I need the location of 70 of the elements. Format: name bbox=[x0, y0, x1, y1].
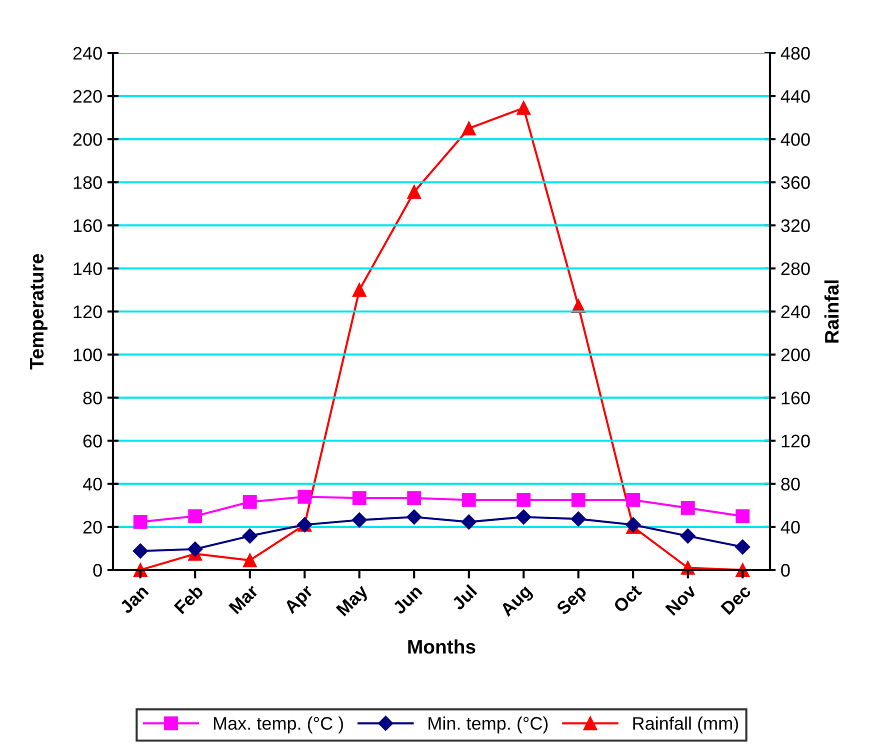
y2-tick-label: 120 bbox=[782, 434, 810, 448]
point bbox=[516, 100, 531, 115]
point bbox=[242, 528, 258, 544]
y2-tick-label: 240 bbox=[781, 305, 810, 318]
y2-tick-label: 80 bbox=[781, 478, 800, 491]
point bbox=[462, 121, 476, 136]
y2-tick-label: 0 bbox=[781, 564, 790, 577]
point bbox=[680, 501, 695, 515]
legend-label: Max. temp. (°C ) bbox=[214, 716, 343, 734]
point bbox=[242, 494, 257, 509]
point bbox=[462, 493, 476, 507]
y2-tick-label: 200 bbox=[781, 348, 810, 362]
point bbox=[406, 509, 422, 525]
point bbox=[461, 514, 476, 530]
point bbox=[680, 528, 696, 544]
x-tick-label: Sep bbox=[556, 584, 590, 618]
x-tick-label: Dec bbox=[720, 584, 752, 616]
y-tick-label: 100 bbox=[74, 348, 102, 362]
x-tick-label: Nov bbox=[665, 584, 698, 616]
legend-label: Rainfall (mm) bbox=[633, 716, 738, 734]
point bbox=[133, 515, 148, 529]
x-tick-label: Aug bbox=[500, 584, 535, 620]
x-tick-label: Apr bbox=[283, 584, 316, 617]
point bbox=[352, 283, 366, 297]
y-tick-label: 120 bbox=[74, 305, 102, 318]
y2-tick-label: 160 bbox=[782, 392, 810, 404]
point bbox=[571, 493, 586, 507]
point bbox=[735, 539, 750, 555]
x-tick-label: Mar bbox=[228, 584, 260, 614]
point bbox=[132, 543, 148, 559]
y-tick-label: 180 bbox=[74, 176, 102, 189]
x-axis-title: Months bbox=[408, 639, 476, 654]
y2-tick-label: 280 bbox=[781, 262, 810, 276]
x-tick-label: Jan bbox=[119, 584, 149, 614]
point bbox=[407, 491, 422, 505]
point bbox=[188, 509, 202, 524]
y-tick-label: 80 bbox=[83, 392, 102, 404]
x-tick-label: Jun bbox=[392, 584, 423, 616]
y2-tick-label: 400 bbox=[780, 133, 810, 146]
y-tick-label: 220 bbox=[73, 90, 102, 103]
point bbox=[516, 509, 532, 525]
y-tick-label: 140 bbox=[74, 262, 102, 276]
y2-tick-label: 480 bbox=[780, 46, 810, 60]
point bbox=[242, 553, 257, 568]
y2-tick-label: 360 bbox=[781, 176, 810, 189]
y-tick-label: 40 bbox=[82, 478, 102, 491]
y2-tick-label: 40 bbox=[780, 520, 800, 534]
x-tick-label: Oct bbox=[612, 584, 642, 614]
point bbox=[570, 511, 586, 527]
y2-tick-label: 320 bbox=[781, 219, 810, 232]
x-tick-label: Jul bbox=[450, 584, 478, 611]
point bbox=[736, 509, 750, 524]
y-tick-label: 0 bbox=[93, 564, 102, 577]
legend-label: Min. temp. (°C) bbox=[428, 716, 548, 734]
x-tick-label: Feb bbox=[173, 584, 204, 614]
point bbox=[516, 493, 531, 507]
y-tick-label: 200 bbox=[73, 133, 102, 146]
y-tick-label: 160 bbox=[74, 219, 102, 232]
y-tick-label: 20 bbox=[83, 520, 102, 534]
y2-axis-title: Rainfal bbox=[824, 280, 839, 343]
y-tick-label: 60 bbox=[83, 434, 102, 448]
point bbox=[626, 493, 640, 507]
y-tick-label: 240 bbox=[73, 46, 102, 60]
y2-tick-label: 440 bbox=[780, 90, 810, 103]
point bbox=[352, 512, 367, 528]
point bbox=[352, 491, 366, 505]
point bbox=[188, 542, 203, 557]
point bbox=[298, 490, 312, 504]
point bbox=[407, 185, 422, 199]
y-axis-title: Temperature bbox=[30, 254, 48, 370]
